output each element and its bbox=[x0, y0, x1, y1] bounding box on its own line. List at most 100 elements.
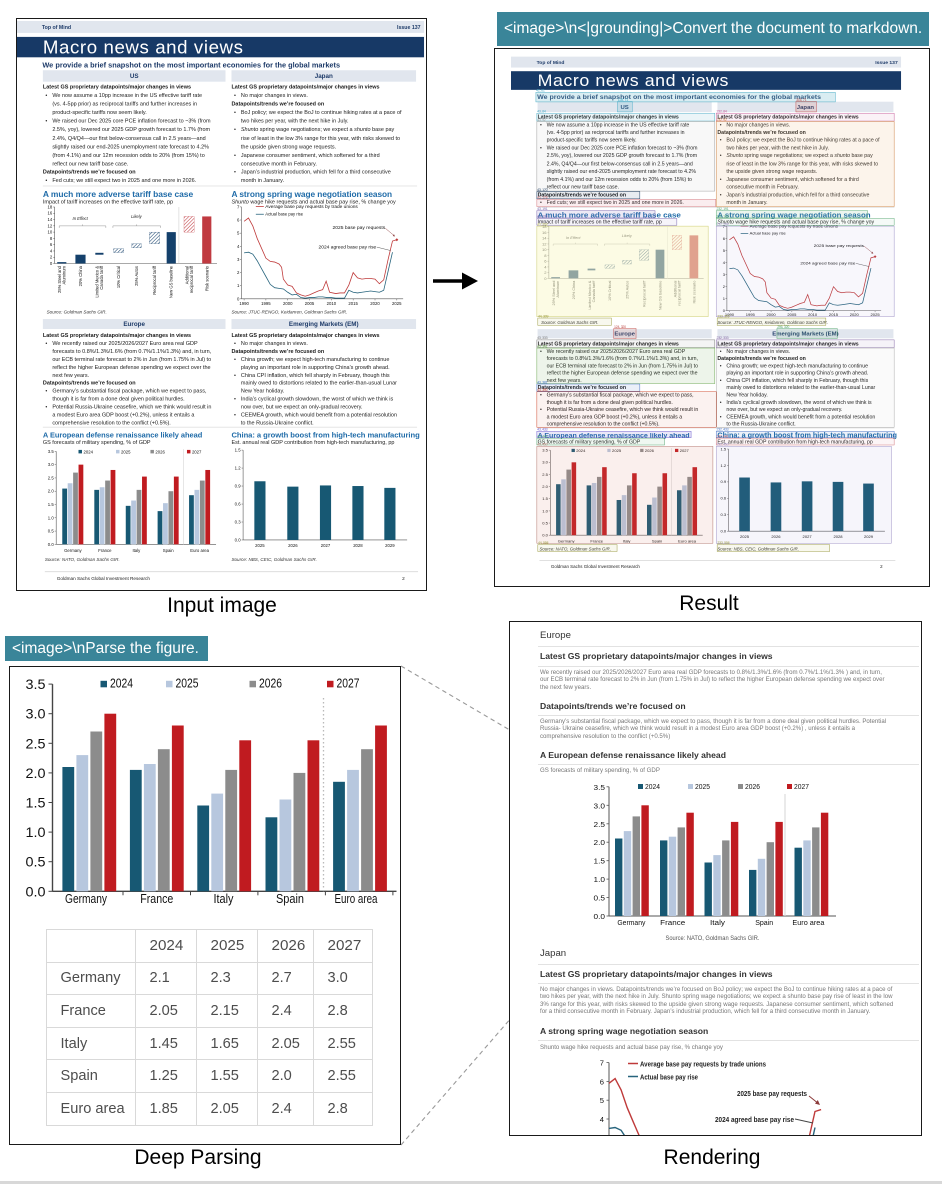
svg-text:2027: 2027 bbox=[680, 449, 690, 454]
svg-text:2027: 2027 bbox=[321, 543, 331, 548]
svg-text:2025: 2025 bbox=[695, 782, 710, 791]
svg-text:France: France bbox=[99, 548, 113, 553]
svg-text:0.3: 0.3 bbox=[721, 513, 727, 518]
svg-text:2024: 2024 bbox=[110, 676, 133, 690]
svg-text:2029: 2029 bbox=[864, 534, 874, 539]
svg-text:0: 0 bbox=[237, 296, 240, 301]
svg-text:2015: 2015 bbox=[349, 301, 359, 306]
svg-text:2027: 2027 bbox=[336, 676, 359, 690]
svg-text:2.5: 2.5 bbox=[543, 472, 549, 477]
svg-text:4: 4 bbox=[50, 248, 53, 253]
svg-text:Italy: Italy bbox=[133, 548, 142, 553]
svg-text:1.0: 1.0 bbox=[594, 875, 606, 884]
svg-text:6: 6 bbox=[50, 242, 53, 247]
svg-text:10% Critical: 10% Critical bbox=[116, 266, 121, 288]
svg-text:Aluminum: Aluminum bbox=[62, 265, 67, 284]
svg-text:Source: NATO, Goldman Sachs GI: Source: NATO, Goldman Sachs GIR. bbox=[666, 935, 760, 942]
svg-text:0.5: 0.5 bbox=[25, 855, 45, 870]
svg-text:6: 6 bbox=[723, 236, 726, 241]
svg-text:3: 3 bbox=[723, 273, 726, 278]
svg-text:5: 5 bbox=[237, 231, 240, 236]
svg-text:Reciprocal tariff: Reciprocal tariff bbox=[152, 265, 157, 295]
svg-text:4: 4 bbox=[723, 261, 726, 266]
svg-text:0.0: 0.0 bbox=[48, 542, 55, 547]
svg-text:2024: 2024 bbox=[645, 782, 660, 791]
svg-text:2: 2 bbox=[50, 255, 53, 260]
svg-text:2010: 2010 bbox=[809, 313, 819, 318]
svg-text:1.0: 1.0 bbox=[25, 825, 45, 840]
svg-text:14: 14 bbox=[48, 217, 53, 222]
svg-text:3.5: 3.5 bbox=[25, 677, 45, 692]
svg-text:2027: 2027 bbox=[192, 449, 202, 454]
svg-text:Source: NBS, CEIC, Goldman Sac: Source: NBS, CEIC, Goldman Sachs GIR. bbox=[718, 547, 800, 552]
svg-text:Euro area: Euro area bbox=[191, 548, 210, 553]
svg-text:2.0: 2.0 bbox=[48, 489, 55, 494]
svg-text:2026: 2026 bbox=[772, 534, 782, 539]
svg-text:0.0: 0.0 bbox=[721, 529, 727, 534]
svg-text:2005: 2005 bbox=[305, 301, 315, 306]
svg-text:Actual base pay rise: Actual base pay rise bbox=[266, 212, 304, 217]
svg-text:1.2: 1.2 bbox=[721, 463, 727, 468]
svg-text:2024: 2024 bbox=[84, 449, 94, 454]
svg-text:2024 agreed base pay rise: 2024 agreed base pay rise bbox=[319, 245, 377, 250]
svg-text:Spain: Spain bbox=[652, 539, 662, 544]
svg-text:3.0: 3.0 bbox=[594, 801, 606, 810]
svg-text:2026: 2026 bbox=[259, 676, 282, 690]
svg-text:Actual base pay rise: Actual base pay rise bbox=[750, 231, 787, 236]
svg-text:Limited Mexico &: Limited Mexico & bbox=[95, 266, 100, 298]
svg-text:1.5: 1.5 bbox=[48, 502, 55, 507]
svg-text:12: 12 bbox=[48, 223, 53, 228]
svg-text:Goldman Sachs Global Investmen: Goldman Sachs Global Investment Research bbox=[551, 564, 641, 569]
svg-text:2027: 2027 bbox=[794, 782, 809, 791]
svg-text:7: 7 bbox=[237, 204, 240, 209]
svg-text:2027: 2027 bbox=[803, 534, 813, 539]
svg-text:1990: 1990 bbox=[725, 313, 735, 318]
svg-text:Spain: Spain bbox=[755, 918, 773, 927]
svg-text:2000: 2000 bbox=[283, 301, 293, 306]
svg-text:1: 1 bbox=[723, 297, 726, 302]
svg-text:3.0: 3.0 bbox=[543, 460, 549, 465]
svg-text:Italy: Italy bbox=[623, 539, 630, 544]
svg-text:1.5: 1.5 bbox=[25, 796, 45, 811]
svg-text:2026: 2026 bbox=[645, 449, 655, 454]
svg-text:1.5: 1.5 bbox=[721, 447, 727, 452]
svg-text:3.5: 3.5 bbox=[543, 448, 549, 453]
svg-text:Risk scenario: Risk scenario bbox=[205, 265, 210, 291]
svg-text:3.0: 3.0 bbox=[25, 707, 45, 722]
svg-text:2029: 2029 bbox=[386, 543, 396, 548]
svg-text:4: 4 bbox=[600, 1115, 604, 1124]
svg-text:0.6: 0.6 bbox=[235, 502, 242, 507]
svg-text:In Effect: In Effect bbox=[73, 216, 89, 221]
svg-text:Germany: Germany bbox=[617, 918, 645, 927]
svg-text:2: 2 bbox=[403, 576, 406, 581]
svg-text:2020: 2020 bbox=[850, 313, 860, 318]
svg-text:0.6: 0.6 bbox=[721, 496, 727, 501]
svg-text:2.0: 2.0 bbox=[594, 838, 606, 847]
svg-text:0.0: 0.0 bbox=[25, 884, 45, 899]
svg-text:25% Steel and: 25% Steel and bbox=[57, 265, 62, 293]
svg-text:2005: 2005 bbox=[788, 313, 798, 318]
svg-text:0: 0 bbox=[723, 309, 726, 314]
svg-text:20% China: 20% China bbox=[78, 265, 83, 286]
svg-text:2025 base pay requests: 2025 base pay requests bbox=[737, 1089, 807, 1098]
svg-text:France: France bbox=[591, 539, 604, 544]
svg-text:Source: JTUC-RENGO, Keidanren,: Source: JTUC-RENGO, Keidanren, Goldman S… bbox=[718, 320, 829, 325]
svg-text:10: 10 bbox=[48, 230, 53, 235]
svg-text:2: 2 bbox=[237, 270, 240, 275]
svg-text:Source: Goldman Sachs GIR.: Source: Goldman Sachs GIR. bbox=[542, 320, 599, 325]
svg-text:5: 5 bbox=[723, 248, 726, 253]
svg-text:0.3: 0.3 bbox=[235, 520, 242, 525]
svg-text:2024: 2024 bbox=[577, 449, 587, 454]
svg-text:2025 base pay requests: 2025 base pay requests bbox=[814, 243, 864, 248]
svg-text:2020: 2020 bbox=[371, 301, 381, 306]
svg-text:Source: NBS, CEIC, Goldman Sac: Source: NBS, CEIC, Goldman Sachs GIR. bbox=[232, 557, 317, 562]
svg-text:Euro area: Euro area bbox=[792, 918, 825, 927]
svg-text:18: 18 bbox=[48, 204, 53, 209]
svg-text:Spain: Spain bbox=[163, 548, 175, 553]
svg-text:1: 1 bbox=[237, 283, 240, 288]
svg-text:25% Autos: 25% Autos bbox=[135, 266, 140, 286]
svg-text:0.0: 0.0 bbox=[594, 912, 606, 921]
svg-text:Germany: Germany bbox=[558, 539, 575, 544]
svg-text:0.0: 0.0 bbox=[235, 537, 242, 542]
svg-text:2025: 2025 bbox=[740, 534, 750, 539]
